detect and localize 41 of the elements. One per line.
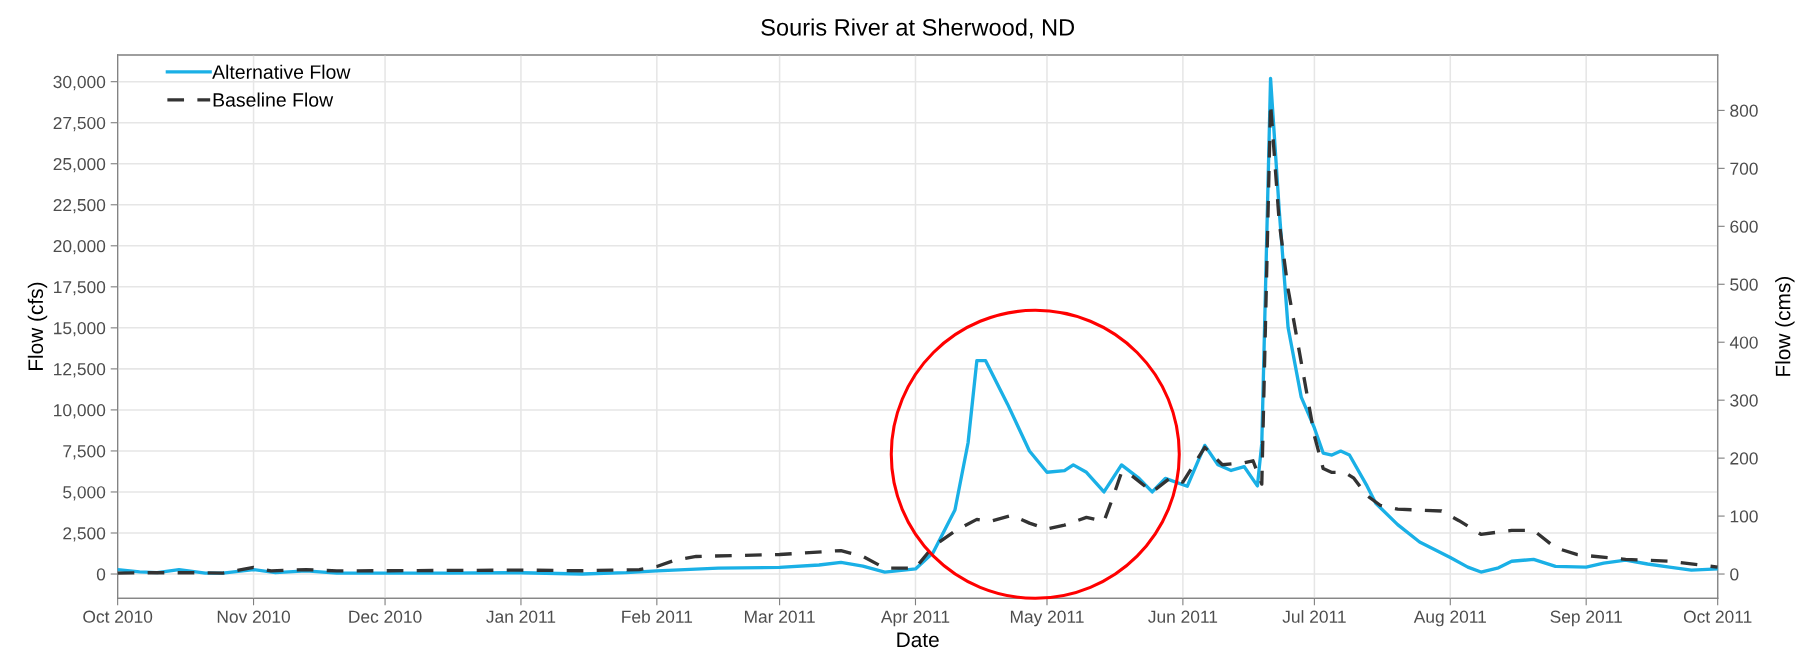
y2-tick-label: 500 xyxy=(1730,278,1758,291)
y-tick-label: 7,500 xyxy=(63,445,106,460)
x-axis-title: Date xyxy=(897,632,939,648)
y-tick-label: 27,500 xyxy=(53,116,106,132)
y2-tick-label: 300 xyxy=(1730,394,1758,407)
y2-tick-label: 400 xyxy=(1729,336,1758,349)
y2-tick-label: 600 xyxy=(1730,220,1758,233)
x-tick-label: Jul 2011 xyxy=(1282,610,1346,623)
y-tick-label: 17,500 xyxy=(54,281,106,296)
y2-tick-label: 200 xyxy=(1730,452,1758,465)
x-tick-label: Jun 2011 xyxy=(1148,610,1218,623)
x-tick-label: Dec 2010 xyxy=(349,610,422,623)
y-tick-label: 22,500 xyxy=(53,198,106,214)
y2-tick-label: 100 xyxy=(1730,510,1758,523)
x-tick-label: Mar 2011 xyxy=(744,610,815,623)
y-tick-label: 12,500 xyxy=(54,363,106,378)
y-tick-label: 15,000 xyxy=(54,322,106,337)
legend-label: Alternative Flow xyxy=(212,64,351,79)
x-tick-label: Sep 2011 xyxy=(1550,610,1622,627)
y-tick-label: 10,000 xyxy=(54,404,106,419)
x-tick-label: May 2011 xyxy=(1010,610,1084,627)
y-tick-label: 0 xyxy=(96,568,106,581)
x-tick-label: Oct 2011 xyxy=(1683,610,1752,623)
legend-label: Baseline Flow xyxy=(213,92,334,107)
y-tick-label: 30,000 xyxy=(53,75,106,91)
chart-title: Souris River at Sherwood, ND xyxy=(761,18,1075,39)
y-tick-label: 5,000 xyxy=(63,486,106,501)
x-tick-label: Nov 2010 xyxy=(217,610,291,623)
x-tick-label: Oct 2010 xyxy=(83,610,153,623)
x-tick-label: Aug 2011 xyxy=(1413,610,1486,627)
y-tick-label: 2,500 xyxy=(63,527,106,542)
y2-tick-label: 800 xyxy=(1730,104,1758,117)
y-axis-title: Flow (cfs) xyxy=(27,282,48,371)
y2-tick-label: 0 xyxy=(1730,568,1739,581)
y-tick-label: 25,000 xyxy=(53,157,106,173)
x-tick-label: Apr 2011 xyxy=(880,610,950,627)
y2-axis-title: Flow (cms) xyxy=(1775,277,1795,376)
x-tick-label: Feb 2011 xyxy=(622,610,693,623)
y2-tick-label: 700 xyxy=(1730,162,1758,175)
y-tick-label: 20,000 xyxy=(53,239,106,255)
x-tick-label: Jan 2011 xyxy=(486,610,556,623)
